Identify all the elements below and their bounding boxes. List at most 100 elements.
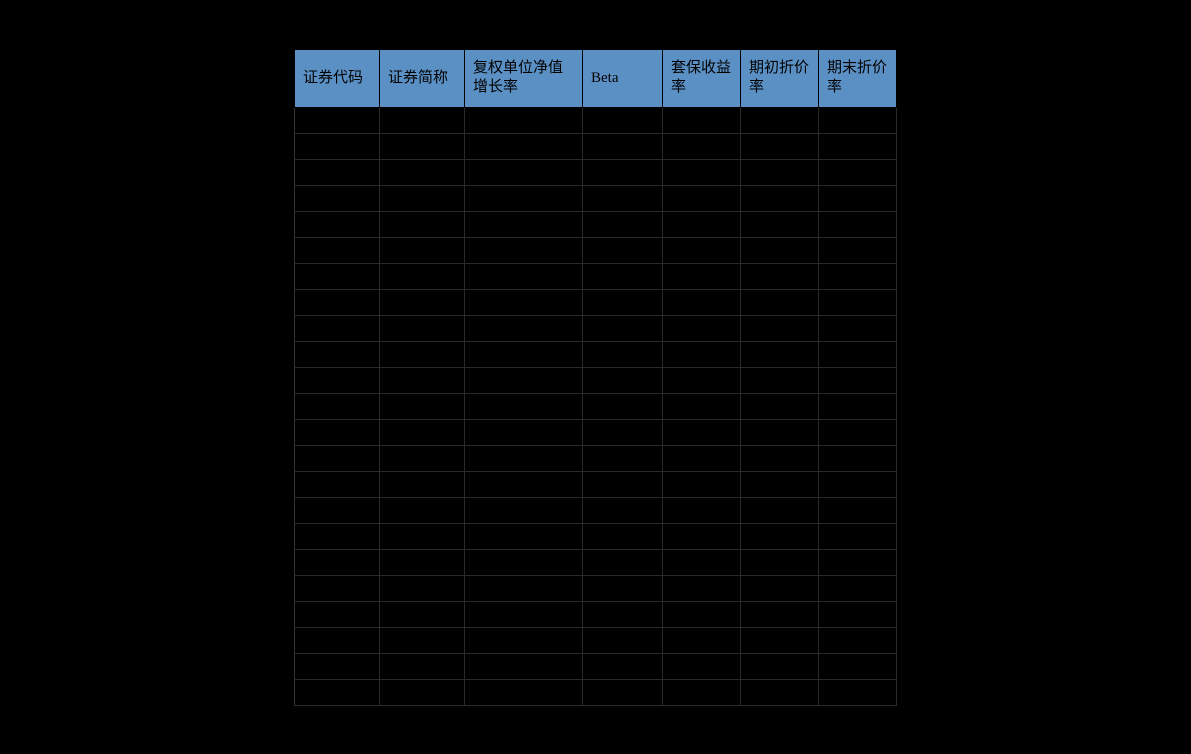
table-cell	[583, 107, 663, 133]
table-cell	[295, 523, 380, 549]
table-row	[295, 523, 897, 549]
table-cell	[295, 315, 380, 341]
table-cell	[663, 289, 741, 315]
table-header: 证券代码 证券简称 复权单位净值增长率 Beta 套保收益率 期初折价率 期末折…	[295, 49, 897, 107]
table-cell	[465, 653, 583, 679]
table-cell	[663, 679, 741, 705]
table-cell	[663, 185, 741, 211]
table-cell	[295, 393, 380, 419]
table-cell	[380, 419, 465, 445]
table-cell	[465, 237, 583, 263]
table-cell	[295, 601, 380, 627]
table-row	[295, 263, 897, 289]
table-cell	[663, 653, 741, 679]
table-cell	[741, 263, 819, 289]
table-cell	[741, 497, 819, 523]
table-cell	[741, 419, 819, 445]
table-cell	[583, 549, 663, 575]
table-cell	[465, 523, 583, 549]
table-cell	[741, 601, 819, 627]
table-row	[295, 237, 897, 263]
table-cell	[663, 627, 741, 653]
table-cell	[295, 159, 380, 185]
table-cell	[465, 393, 583, 419]
table-cell	[663, 263, 741, 289]
table-cell	[295, 471, 380, 497]
table-cell	[741, 575, 819, 601]
table-cell	[295, 133, 380, 159]
table-cell	[819, 107, 897, 133]
table-cell	[819, 419, 897, 445]
table-cell	[819, 445, 897, 471]
table-cell	[741, 289, 819, 315]
table-cell	[819, 679, 897, 705]
table-cell	[741, 107, 819, 133]
table-cell	[465, 445, 583, 471]
table-cell	[819, 341, 897, 367]
table-cell	[741, 367, 819, 393]
table-cell	[465, 549, 583, 575]
table-cell	[380, 211, 465, 237]
table-cell	[741, 237, 819, 263]
header-discount-end: 期末折价率	[819, 49, 897, 107]
table-cell	[663, 471, 741, 497]
table-cell	[465, 679, 583, 705]
table-cell	[819, 471, 897, 497]
table-row	[295, 679, 897, 705]
table-cell	[583, 289, 663, 315]
table-body	[295, 107, 897, 705]
table-cell	[663, 523, 741, 549]
table-cell	[295, 367, 380, 393]
table-row	[295, 601, 897, 627]
table-cell	[295, 627, 380, 653]
table-cell	[741, 627, 819, 653]
table-cell	[465, 107, 583, 133]
table-cell	[380, 679, 465, 705]
table-cell	[465, 159, 583, 185]
table-cell	[663, 419, 741, 445]
table-cell	[380, 601, 465, 627]
table-cell	[380, 159, 465, 185]
table-cell	[583, 211, 663, 237]
table-row	[295, 107, 897, 133]
table-cell	[295, 653, 380, 679]
table-cell	[465, 601, 583, 627]
table-cell	[819, 367, 897, 393]
table-cell	[819, 549, 897, 575]
table-cell	[465, 289, 583, 315]
table-cell	[465, 185, 583, 211]
table-cell	[819, 575, 897, 601]
table-cell	[819, 133, 897, 159]
table-cell	[465, 575, 583, 601]
table-cell	[380, 627, 465, 653]
table-cell	[741, 471, 819, 497]
table-cell	[295, 419, 380, 445]
table-row	[295, 471, 897, 497]
table-cell	[583, 653, 663, 679]
table-row	[295, 627, 897, 653]
table-cell	[583, 159, 663, 185]
table-cell	[819, 393, 897, 419]
table-row	[295, 575, 897, 601]
table-row	[295, 315, 897, 341]
table-row	[295, 497, 897, 523]
table-cell	[380, 367, 465, 393]
table-row	[295, 211, 897, 237]
header-row: 证券代码 证券简称 复权单位净值增长率 Beta 套保收益率 期初折价率 期末折…	[295, 49, 897, 107]
table-cell	[663, 341, 741, 367]
table-cell	[380, 445, 465, 471]
table-cell	[583, 601, 663, 627]
table-cell	[741, 445, 819, 471]
table-cell	[819, 237, 897, 263]
header-name: 证券简称	[380, 49, 465, 107]
table-row	[295, 185, 897, 211]
table-cell	[663, 497, 741, 523]
table-cell	[380, 523, 465, 549]
table-cell	[465, 367, 583, 393]
table-cell	[583, 185, 663, 211]
table-cell	[741, 653, 819, 679]
table-cell	[380, 471, 465, 497]
table-cell	[663, 575, 741, 601]
table-cell	[663, 315, 741, 341]
fund-table: 证券代码 证券简称 复权单位净值增长率 Beta 套保收益率 期初折价率 期末折…	[294, 49, 897, 706]
